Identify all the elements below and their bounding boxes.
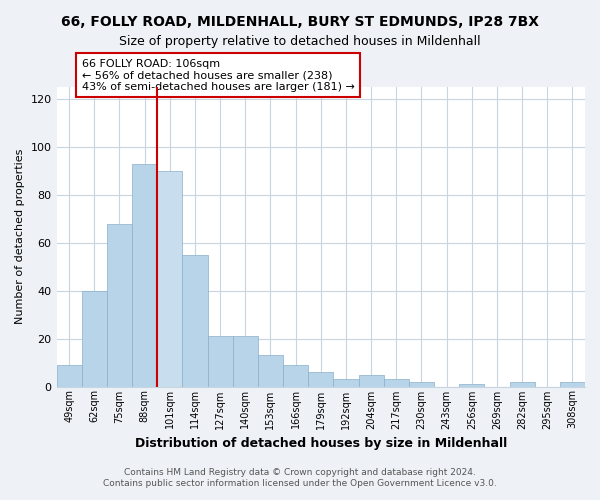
- Bar: [182, 254, 208, 386]
- Bar: [383, 380, 409, 386]
- Bar: [509, 382, 535, 386]
- Bar: [258, 356, 283, 386]
- Bar: [334, 380, 359, 386]
- Bar: [233, 336, 258, 386]
- Text: Size of property relative to detached houses in Mildenhall: Size of property relative to detached ho…: [119, 35, 481, 48]
- Bar: [157, 171, 182, 386]
- Text: 66 FOLLY ROAD: 106sqm
← 56% of detached houses are smaller (238)
43% of semi-det: 66 FOLLY ROAD: 106sqm ← 56% of detached …: [82, 58, 355, 92]
- Bar: [107, 224, 132, 386]
- Y-axis label: Number of detached properties: Number of detached properties: [15, 149, 25, 324]
- Text: 66, FOLLY ROAD, MILDENHALL, BURY ST EDMUNDS, IP28 7BX: 66, FOLLY ROAD, MILDENHALL, BURY ST EDMU…: [61, 15, 539, 29]
- Bar: [132, 164, 157, 386]
- Bar: [56, 365, 82, 386]
- X-axis label: Distribution of detached houses by size in Mildenhall: Distribution of detached houses by size …: [134, 437, 507, 450]
- Text: Contains HM Land Registry data © Crown copyright and database right 2024.
Contai: Contains HM Land Registry data © Crown c…: [103, 468, 497, 487]
- Bar: [283, 365, 308, 386]
- Bar: [459, 384, 484, 386]
- Bar: [409, 382, 434, 386]
- Bar: [308, 372, 334, 386]
- Bar: [82, 290, 107, 386]
- Bar: [359, 374, 383, 386]
- Bar: [560, 382, 585, 386]
- Bar: [208, 336, 233, 386]
